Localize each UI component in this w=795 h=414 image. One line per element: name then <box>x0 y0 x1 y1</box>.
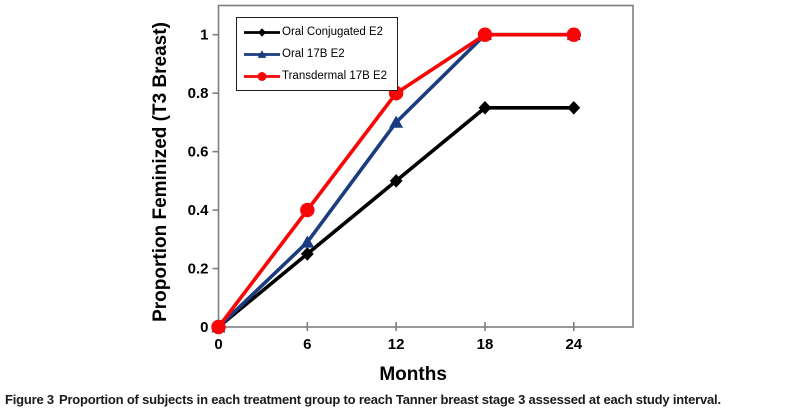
y-tick-label: 0.4 <box>188 202 210 219</box>
data-point-diamond <box>389 174 403 188</box>
line-chart: 0 0.2 0.4 0.6 0.8 1 0 6 12 18 24 Months Proportion F… <box>150 4 634 385</box>
figure-caption-text: Proportion of subjects in each treatment… <box>58 392 721 407</box>
data-point-diamond <box>567 100 581 115</box>
legend-label: Oral 17B E2 <box>282 48 345 60</box>
y-axis-title: Proportion Feminized (T3 Breast) <box>150 22 171 322</box>
legend-triangle-swatch-icon <box>244 49 280 58</box>
figure-caption: Figure 3 Proportion of subjects in each t… <box>0 386 795 407</box>
data-point-circle <box>211 319 226 335</box>
data-point-circle <box>300 202 315 218</box>
y-tick-label: 1 <box>200 27 208 44</box>
data-point-diamond <box>478 100 492 115</box>
chart-container: 0 0.2 0.4 0.6 0.8 1 0 6 12 18 24 Months Proportion F… <box>150 4 634 385</box>
figure-caption-label: Figure 3 <box>5 392 54 407</box>
data-point-diamond <box>258 27 266 37</box>
data-point-triangle <box>257 49 267 58</box>
x-axis-title: Months <box>379 364 447 385</box>
x-tick-label: 0 <box>214 336 222 353</box>
x-tick-label: 12 <box>388 336 405 353</box>
data-point-triangle <box>300 235 315 248</box>
data-point-triangle <box>389 115 404 128</box>
y-tick-label: 0.6 <box>188 144 209 161</box>
y-tick-label: 0.8 <box>188 85 209 102</box>
data-point-circle <box>566 27 581 42</box>
legend-item-transdermal-17b-e2: Transdermal 17B E2 <box>243 65 387 87</box>
legend-label: Oral Conjugated E2 <box>282 26 384 38</box>
y-tick-label: 0.2 <box>188 261 209 278</box>
x-tick-label: 6 <box>303 336 311 353</box>
legend-label: Transdermal 17B E2 <box>282 70 388 82</box>
legend-item-oral-17b-e2: Oral 17B E2 <box>243 43 387 65</box>
x-tick-label: 18 <box>477 336 494 353</box>
legend-diamond-swatch-icon <box>244 27 280 37</box>
legend-circle-swatch-icon <box>244 71 280 81</box>
chart-legend: Oral Conjugated E2 Oral 17B E2 Transdermal… <box>236 17 399 91</box>
legend-item-oral-conjugated-e2: Oral Conjugated E2 <box>243 21 387 43</box>
x-tick-label: 24 <box>565 336 582 353</box>
data-point-circle <box>257 71 267 81</box>
data-point-circle <box>477 27 493 42</box>
data-point-diamond <box>300 247 314 261</box>
y-tick-label: 0 <box>200 319 208 336</box>
